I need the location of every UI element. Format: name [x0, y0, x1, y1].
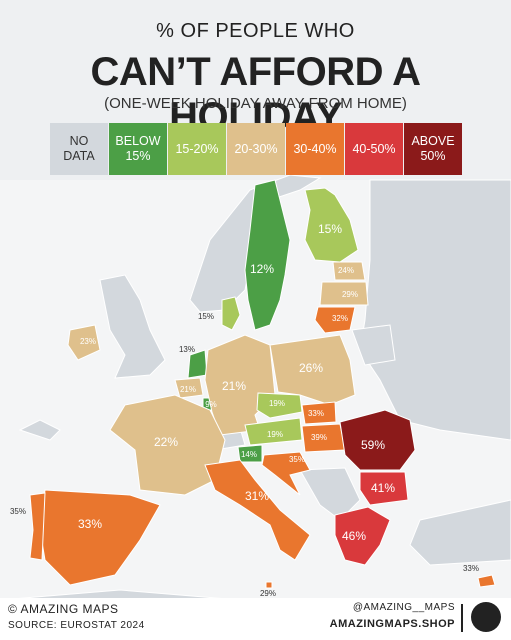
- handle: @AMAZING__MAPS: [352, 602, 455, 613]
- region-label: 21%: [180, 385, 196, 394]
- region-label: 26%: [299, 361, 323, 375]
- region-label: 29%: [260, 589, 276, 598]
- footer-band: [0, 598, 511, 640]
- region-label: 15%: [198, 312, 214, 321]
- region-label: 23%: [80, 337, 96, 346]
- legend-item: NO DATA: [50, 123, 108, 175]
- credit: © AMAZING MAPS: [8, 602, 119, 616]
- region: [332, 261, 366, 281]
- legend-item: 40-50%: [345, 123, 403, 175]
- region-label: 35%: [10, 507, 26, 516]
- region: [237, 444, 263, 463]
- region: [269, 334, 356, 406]
- legend-item: BELOW 15%: [109, 123, 167, 175]
- legend-item: 30-40%: [286, 123, 344, 175]
- logo: [471, 602, 501, 632]
- subtitle: (ONE-WEEK HOLIDAY AWAY FROM HOME): [104, 95, 407, 112]
- region: [319, 281, 369, 306]
- region-label: 39%: [311, 433, 327, 442]
- source: SOURCE: EUROSTAT 2024: [8, 620, 145, 631]
- region-label: 22%: [154, 435, 178, 449]
- legend-item: 15-20%: [168, 123, 226, 175]
- shop: AMAZINGMAPS.SHOP: [329, 618, 455, 630]
- region: [29, 492, 46, 561]
- region-label: 15%: [318, 222, 342, 236]
- region: [265, 581, 273, 589]
- region-label: 9%: [205, 400, 217, 409]
- region-label: 24%: [338, 266, 354, 275]
- region: [187, 349, 208, 379]
- region: [109, 394, 226, 496]
- legend-item: 20-30%: [227, 123, 285, 175]
- region-label: 46%: [342, 529, 366, 543]
- region-label: 33%: [78, 517, 102, 531]
- region: [244, 179, 291, 331]
- region-label: 35%: [289, 455, 305, 464]
- region-label: 41%: [371, 481, 395, 495]
- region: [261, 451, 311, 496]
- region-label: 12%: [250, 262, 274, 276]
- region: [359, 471, 409, 506]
- region-labels: 12% 15% 24% 29% 32% 15% 23% 13% 21% 9% 2…: [10, 222, 479, 598]
- region: [67, 324, 101, 361]
- region: [304, 187, 359, 263]
- region: [477, 574, 496, 588]
- region: [334, 506, 391, 566]
- region-label: 31%: [245, 489, 269, 503]
- region: [314, 306, 356, 334]
- region: [221, 296, 241, 331]
- region: [204, 459, 311, 561]
- region-label: 33%: [308, 409, 324, 418]
- kicker: % OF PEOPLE WHO: [156, 20, 355, 42]
- region-label: 19%: [267, 430, 283, 439]
- countries: [29, 179, 496, 589]
- region: [256, 392, 303, 419]
- region-label: 13%: [179, 345, 195, 354]
- region-label: 14%: [241, 450, 257, 459]
- region-label: 33%: [463, 564, 479, 573]
- region: [244, 417, 303, 446]
- region-label: 32%: [332, 314, 348, 323]
- legend-item: ABOVE 50%: [404, 123, 462, 175]
- region-label: 19%: [269, 399, 285, 408]
- region: [301, 401, 337, 425]
- region: [174, 377, 204, 399]
- legend: NO DATA BELOW 15% 15-20% 20-30% 30-40% 40-50%…: [50, 123, 463, 175]
- region-label: 59%: [361, 438, 385, 452]
- region: [339, 409, 416, 471]
- region-label: 29%: [342, 290, 358, 299]
- region-label: 21%: [222, 379, 246, 393]
